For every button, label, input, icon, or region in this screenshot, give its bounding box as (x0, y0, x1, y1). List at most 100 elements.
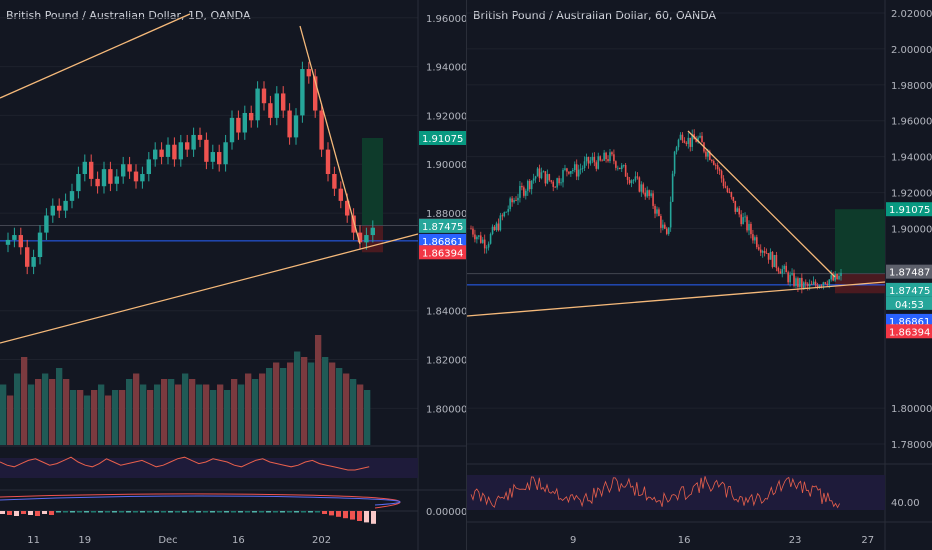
rsi-line (470, 476, 840, 509)
macd-histogram-bar (273, 511, 278, 513)
candle-body (699, 135, 701, 138)
candle-body (597, 156, 600, 169)
x-tick-label: 9 (570, 535, 576, 546)
candle-body (687, 137, 690, 144)
price-label-box (886, 202, 932, 217)
candle-body (593, 156, 596, 163)
candle-body (769, 251, 772, 260)
candle-body (789, 274, 791, 283)
chart-canvas-left[interactable]: 1.96000 1.94000 1.92000 1.90000 1.88000 1.840… (0, 0, 466, 550)
macd-histogram-bar (161, 511, 166, 513)
candle-body (573, 164, 576, 171)
macd-histogram-bar (245, 511, 250, 513)
candle-body (626, 176, 629, 180)
volume-bar (301, 357, 308, 445)
candle-body (325, 149, 331, 175)
candle-body (724, 186, 727, 188)
volume-bar (175, 384, 182, 445)
macd-histogram-bar (154, 511, 159, 513)
candle-body (12, 235, 17, 240)
candle-body (146, 159, 151, 175)
candle-body (812, 281, 815, 285)
candle-body (519, 185, 521, 198)
candle-body (585, 157, 588, 162)
candle-body (775, 255, 778, 268)
candle-body (754, 237, 756, 241)
candle-body (726, 187, 729, 192)
candle-body (695, 139, 697, 143)
macd-histogram-bar (357, 511, 362, 521)
candle-body (740, 214, 742, 225)
candle-body (777, 267, 780, 272)
candle-body (801, 277, 803, 288)
rsi-axis-label: 40.00 (891, 498, 920, 509)
candle-body (613, 154, 615, 162)
rsi-band (0, 458, 418, 478)
macd-histogram-bar (35, 511, 40, 516)
candle-body (728, 191, 731, 193)
candle-body (636, 176, 639, 178)
chart-panel-right[interactable]: British Pound / Australian Dollar, 60, O… (466, 0, 932, 550)
x-tick-label: 16 (678, 535, 691, 546)
chart-canvas-right[interactable]: 2.02000 2.00000 1.98000 1.96000 1.94000 1.920… (467, 0, 932, 550)
y-tick-label: 1.82000 (426, 356, 466, 367)
candle-body (658, 209, 660, 216)
candle-body (738, 208, 741, 215)
volume-bar (252, 379, 259, 445)
candle-body (249, 112, 254, 121)
candle-body (744, 216, 746, 218)
macd-histogram-bar (238, 511, 243, 513)
macd-histogram-bar (322, 511, 327, 514)
candle-body (357, 232, 363, 243)
candle-body (50, 205, 55, 216)
candle-body (664, 224, 666, 229)
macd-histogram-bar (315, 511, 320, 513)
candle-body (172, 144, 177, 160)
candle-body (364, 235, 369, 243)
candle-body (18, 235, 23, 248)
candle-body (640, 184, 643, 192)
candle-body (530, 180, 533, 190)
candle-body (114, 176, 119, 184)
macd-histogram-bar (63, 511, 68, 513)
macd-histogram-bar (98, 511, 103, 513)
macd-histogram-bar (133, 511, 138, 513)
candle-body (165, 144, 171, 157)
candle-body (570, 171, 572, 174)
trend-line-support (467, 281, 886, 317)
candle-body (761, 251, 764, 253)
macd-histogram-bar (140, 511, 145, 513)
candle-body (229, 117, 235, 143)
macd-histogram-bar (175, 511, 180, 513)
candle-body (127, 164, 132, 172)
macd-histogram-bar (182, 511, 187, 513)
macd-histogram-bar (308, 511, 313, 513)
candle-body (716, 165, 719, 170)
candle-body (577, 169, 580, 177)
candle-body (669, 201, 672, 228)
candle-body (575, 164, 578, 177)
candle-body (840, 272, 842, 276)
chart-panel-left[interactable]: British Pound / Australian Dollar, 1D, O… (0, 0, 466, 550)
candle-body (493, 226, 496, 231)
candle-body (799, 277, 801, 288)
candle-body (487, 243, 490, 248)
volume-bar (336, 368, 343, 445)
macd-histogram-bar (217, 511, 222, 513)
candle-body (300, 69, 305, 116)
candle-body (648, 190, 650, 196)
candle-body (691, 134, 694, 147)
volume-bar (329, 362, 336, 445)
candle-body (806, 283, 809, 287)
volume-bar (98, 384, 105, 445)
candle-body (89, 161, 94, 179)
candle-body (603, 152, 605, 161)
candle-body (499, 215, 502, 231)
candle-body (620, 165, 623, 170)
candle-body (538, 168, 541, 179)
candle-body (223, 142, 228, 165)
candle-body (536, 168, 539, 177)
candle-body (479, 235, 482, 243)
macd-histogram-bar (301, 511, 306, 513)
candle-body (281, 93, 286, 111)
